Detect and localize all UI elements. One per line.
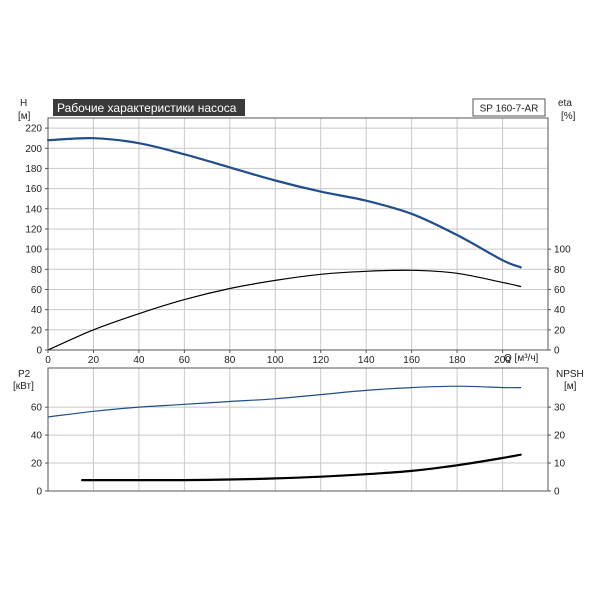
top-right-tick-label: 40 [554,305,566,316]
bottom-left-tick-label: 20 [31,459,43,470]
h-axis-ticks: 0 20 40 60 80 100 120 140 160 180 200 220 [25,124,48,357]
top-left-tick-label: 80 [31,265,43,276]
npsh-axis-unit: [м] [564,381,577,392]
top-left-tick-label: 200 [25,144,42,155]
top-x-tick-label: 80 [224,355,236,366]
chart-title-box [53,99,245,116]
top-x-tick-label: 140 [358,355,375,366]
p2-axis-unit: [кВт] [13,381,34,392]
top-x-tick-label: 160 [403,355,420,366]
top-x-tick-label: 180 [449,355,466,366]
top-series-group [46,137,522,351]
top-gridlines [48,118,548,350]
eta-axis-title: eta [558,98,572,109]
bottom-left-tick-label: 40 [31,431,43,442]
top-left-tick-label: 160 [25,184,42,195]
bottom-series-0-curve [47,385,522,418]
h-axis-title: H [20,98,27,109]
bottom-right-tick-label: 20 [554,431,566,442]
chart-title: Рабочие характеристики насоса [57,101,237,115]
top-plot-frame [47,117,549,351]
top-left-tick-label: 100 [25,245,42,256]
top-x-tick-label: 100 [267,355,284,366]
bottom-left-tick-label: 60 [31,403,43,414]
top-left-tick-label: 40 [31,305,43,316]
top-performance-panel: Рабочие характеристики насоса SP 160-7-A… [18,98,576,366]
top-left-tick-label: 0 [36,346,42,357]
model-label: SP 160-7-AR [480,104,539,115]
top-x-tick-label: 40 [133,355,145,366]
bottom-power-npsh-panel: P2 [кВт] NPSH [м] 0 20 40 60 0 10 20 30 [13,367,584,498]
top-x-tick-label: 120 [312,355,329,366]
top-right-tick-label: 80 [554,265,566,276]
top-series-1-curve [47,269,522,351]
top-left-tick-label: 140 [25,204,42,215]
eta-axis-unit: [%] [561,111,576,122]
npsh-axis-ticks: 0 10 20 30 [548,403,566,498]
top-left-tick-label: 220 [25,124,42,135]
top-right-tick-label: 20 [554,325,566,336]
top-x-tick-label: 20 [88,355,100,366]
top-right-tick-label: 0 [554,346,560,357]
bottom-left-tick-label: 0 [36,487,42,498]
bottom-right-tick-label: 30 [554,403,566,414]
bottom-series-1-curve [81,453,522,482]
top-x-tick-label: 0 [45,355,51,366]
top-right-tick-label: 60 [554,285,566,296]
p2-axis-title: P2 [18,369,31,380]
eta-axis-ticks: 0 20 40 60 80 100 [548,245,571,357]
bottom-right-tick-label: 0 [554,487,560,498]
top-left-tick-label: 120 [25,224,42,235]
bottom-series-group [47,385,522,482]
p2-axis-ticks: 0 20 40 60 [31,403,48,498]
top-left-tick-label: 180 [25,164,42,175]
model-label-box [472,98,546,117]
h-axis-unit: [м] [18,111,31,122]
top-right-tick-label: 100 [554,245,571,256]
npsh-axis-title: NPSH [556,369,584,380]
bottom-plot-frame [47,367,549,492]
q-axis-title: Q [м³/ч] [504,353,539,364]
top-x-tick-label: 200 [494,355,511,366]
top-left-tick-label: 20 [31,325,43,336]
q-axis-ticks: 0 20 40 60 80 100 120 140 160 180 200 [45,350,511,366]
bottom-right-tick-label: 10 [554,459,566,470]
top-x-tick-label: 60 [179,355,191,366]
top-series-0-curve [46,137,522,269]
top-left-tick-label: 60 [31,285,43,296]
